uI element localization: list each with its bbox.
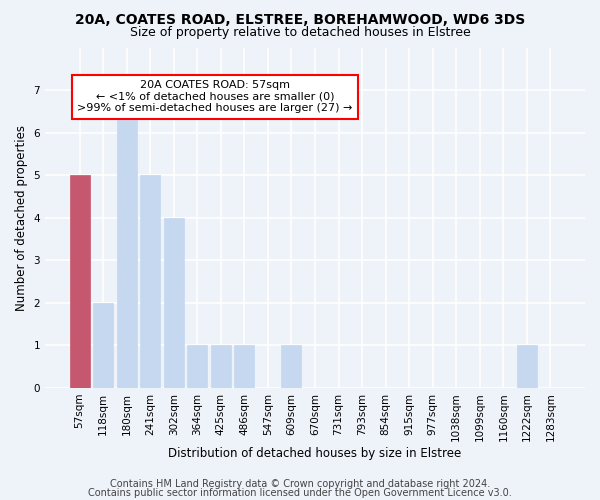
Bar (140, 175, 160, 388)
Bar (116, 90, 137, 388)
Bar (164, 218, 184, 388)
Bar (281, 346, 301, 388)
Bar (187, 346, 208, 388)
Bar (517, 346, 537, 388)
Bar (211, 346, 231, 388)
Bar (93, 302, 113, 388)
Text: 20A COATES ROAD: 57sqm
← <1% of detached houses are smaller (0)
>99% of semi-det: 20A COATES ROAD: 57sqm ← <1% of detached… (77, 80, 353, 114)
Bar (70, 175, 89, 388)
Text: 20A, COATES ROAD, ELSTREE, BOREHAMWOOD, WD6 3DS: 20A, COATES ROAD, ELSTREE, BOREHAMWOOD, … (75, 12, 525, 26)
Text: Size of property relative to detached houses in Elstree: Size of property relative to detached ho… (130, 26, 470, 39)
Bar (235, 346, 254, 388)
X-axis label: Distribution of detached houses by size in Elstree: Distribution of detached houses by size … (169, 447, 461, 460)
Text: Contains HM Land Registry data © Crown copyright and database right 2024.: Contains HM Land Registry data © Crown c… (110, 479, 490, 489)
Text: Contains public sector information licensed under the Open Government Licence v3: Contains public sector information licen… (88, 488, 512, 498)
Y-axis label: Number of detached properties: Number of detached properties (15, 124, 28, 310)
